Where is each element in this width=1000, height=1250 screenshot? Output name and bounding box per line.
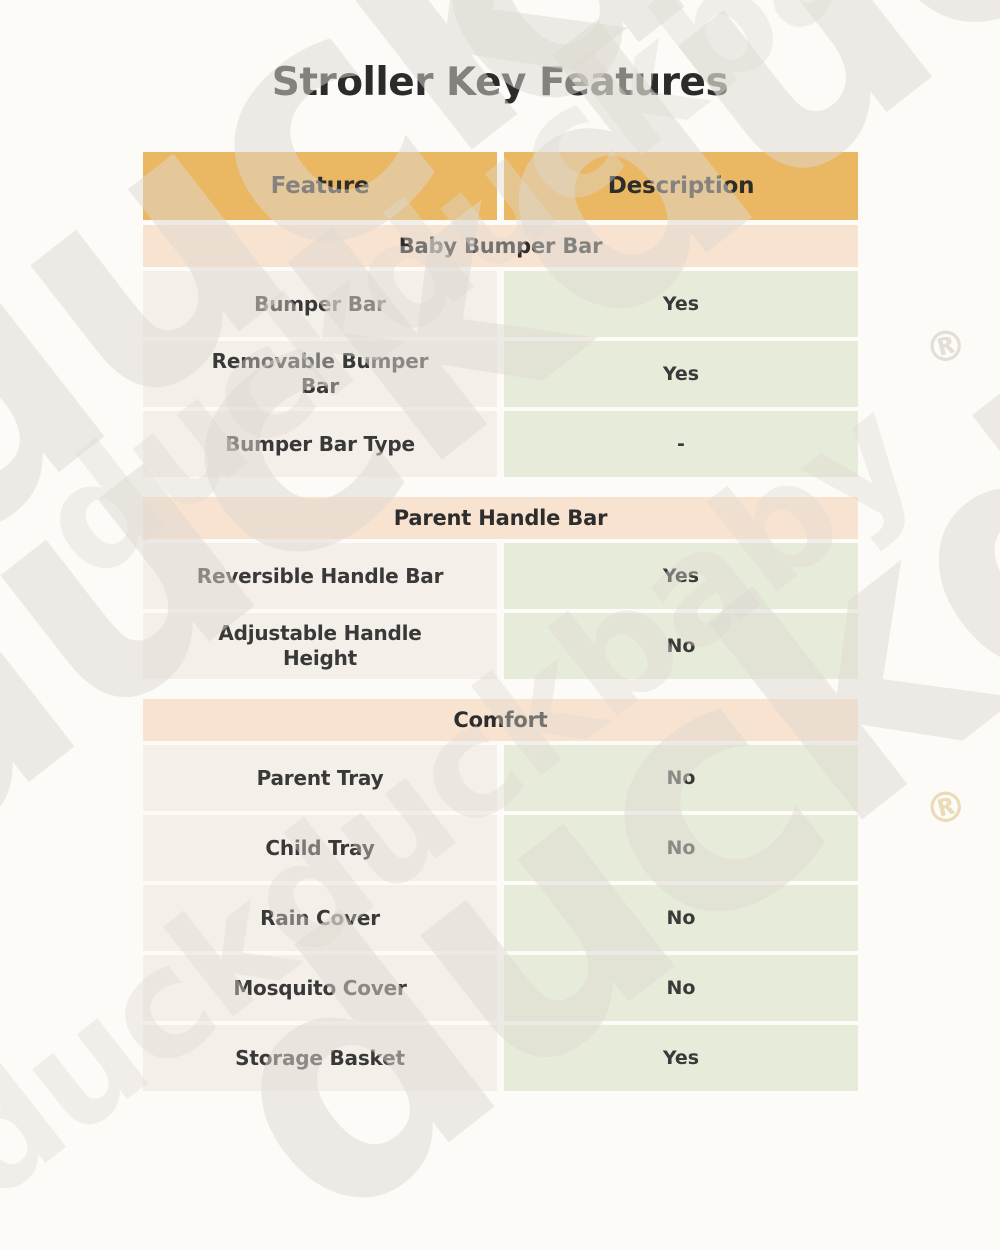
feature-cell: Rain Cover bbox=[143, 885, 497, 951]
feature-section: Parent Handle Bar Reversible Handle Bar Ye… bbox=[143, 497, 858, 679]
section-header: Baby Bumper Bar bbox=[143, 225, 858, 267]
feature-cell: Mosquito Cover bbox=[143, 955, 497, 1021]
table-sections: Baby Bumper Bar Bumper Bar Yes Removable Bu… bbox=[143, 225, 858, 1091]
column-header-feature: Feature bbox=[143, 152, 497, 220]
description-cell: - bbox=[504, 411, 858, 477]
registered-mark-icon: ® bbox=[919, 317, 973, 376]
section-header: Parent Handle Bar bbox=[143, 497, 858, 539]
page-title: Stroller Key Features bbox=[271, 60, 729, 105]
feature-section: Comfort Parent Tray No Child Tray No Rain Cov… bbox=[143, 699, 858, 1091]
feature-cell: Child Tray bbox=[143, 815, 497, 881]
table-row: Child Tray No bbox=[143, 815, 858, 881]
feature-cell: Removable Bumper Bar bbox=[143, 341, 497, 407]
feature-cell: Storage Basket bbox=[143, 1025, 497, 1091]
table-row: Rain Cover No bbox=[143, 885, 858, 951]
feature-cell: Parent Tray bbox=[143, 745, 497, 811]
feature-cell: Reversible Handle Bar bbox=[143, 543, 497, 609]
table-row: Mosquito Cover No bbox=[143, 955, 858, 1021]
table-row: Removable Bumper Bar Yes bbox=[143, 341, 858, 407]
table-row: Adjustable Handle Height No bbox=[143, 613, 858, 679]
table-row: Parent Tray No bbox=[143, 745, 858, 811]
description-cell: No bbox=[504, 613, 858, 679]
table-row: Bumper Bar Yes bbox=[143, 271, 858, 337]
description-cell: No bbox=[504, 955, 858, 1021]
registered-mark-icon: ® bbox=[919, 778, 973, 837]
table-row: Bumper Bar Type - bbox=[143, 411, 858, 477]
table-header-row: Feature Description bbox=[143, 152, 858, 220]
description-cell: No bbox=[504, 885, 858, 951]
description-cell: Yes bbox=[504, 1025, 858, 1091]
table-row: Reversible Handle Bar Yes bbox=[143, 543, 858, 609]
description-cell: Yes bbox=[504, 341, 858, 407]
column-header-description: Description bbox=[504, 152, 858, 220]
description-cell: No bbox=[504, 745, 858, 811]
section-header: Comfort bbox=[143, 699, 858, 741]
feature-cell: Bumper Bar bbox=[143, 271, 497, 337]
feature-cell: Adjustable Handle Height bbox=[143, 613, 497, 679]
feature-section: Baby Bumper Bar Bumper Bar Yes Removable Bu… bbox=[143, 225, 858, 477]
description-cell: Yes bbox=[504, 543, 858, 609]
feature-cell: Bumper Bar Type bbox=[143, 411, 497, 477]
description-cell: No bbox=[504, 815, 858, 881]
description-cell: Yes bbox=[504, 271, 858, 337]
features-table: Feature Description Baby Bumper Bar Bumpe… bbox=[143, 152, 858, 1095]
table-row: Storage Basket Yes bbox=[143, 1025, 858, 1091]
